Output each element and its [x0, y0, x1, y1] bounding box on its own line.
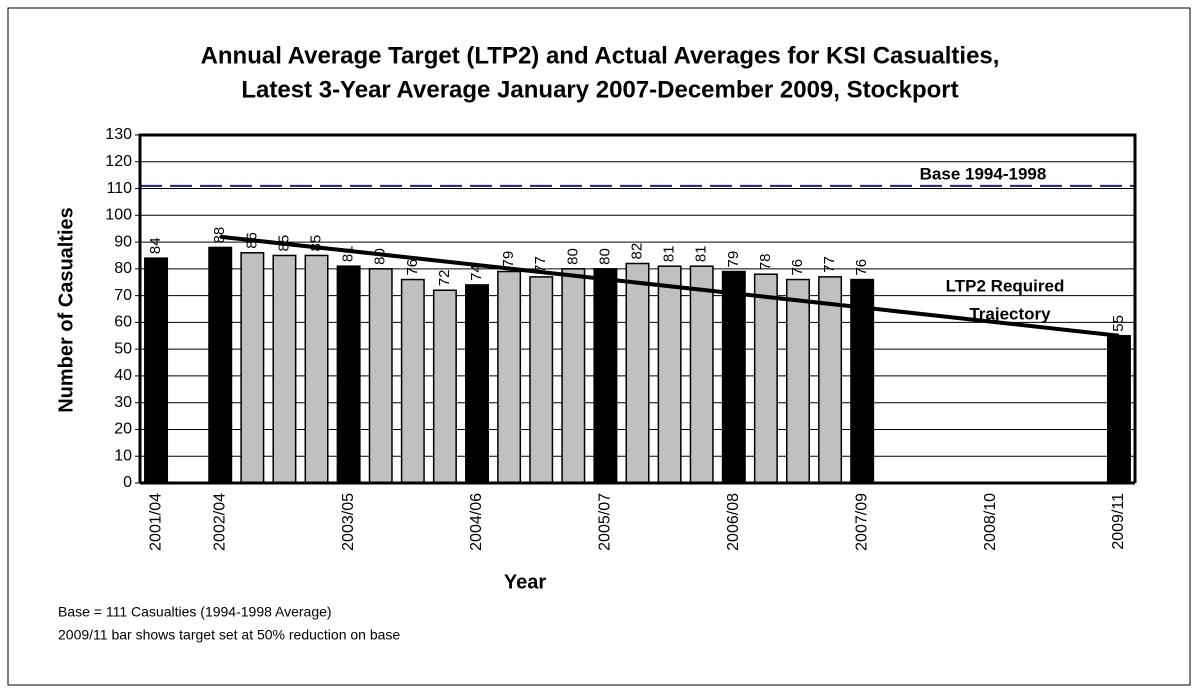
- value-label: 76: [789, 259, 806, 276]
- bar: [561, 268, 586, 484]
- trajectory-line: [220, 234, 1120, 338]
- bar: [753, 273, 778, 484]
- base-label: Base 1994-1998: [920, 164, 1047, 183]
- x-tick-label: 2003/05: [340, 493, 357, 551]
- value-label: 80: [564, 248, 581, 265]
- value-label: 76: [404, 259, 421, 276]
- y-tick-label: 130: [105, 126, 132, 143]
- y-tick-label: 90: [114, 233, 132, 250]
- y-tick-label: 110: [106, 180, 132, 197]
- footnote: 2009/11 bar shows target set at 50% redu…: [58, 627, 400, 643]
- x-axis-title: Year: [504, 571, 546, 593]
- chart-title: Annual Average Target (LTP2) and Actual …: [201, 42, 1000, 69]
- y-tick-label: 10: [114, 447, 132, 464]
- y-tick-label: 120: [105, 153, 132, 170]
- y-tick-label: 20: [114, 421, 132, 438]
- x-tick-label: 2001/04: [147, 493, 164, 551]
- trajectory-label: LTP2 Required: [946, 276, 1065, 295]
- value-label: 74: [468, 264, 485, 281]
- value-label: 79: [725, 251, 742, 268]
- y-tick-label: 30: [114, 394, 132, 411]
- bar: [432, 289, 457, 484]
- bar: [368, 268, 393, 484]
- bar: [593, 268, 618, 484]
- x-tick-label: 2006/08: [725, 493, 742, 551]
- value-label: 81: [693, 245, 710, 262]
- y-tick-label: 70: [114, 287, 132, 304]
- bar: [721, 270, 746, 484]
- value-label: 88: [211, 227, 228, 244]
- bar: [336, 265, 361, 484]
- bar: [818, 276, 843, 484]
- bar: [304, 254, 329, 484]
- value-label: 81: [340, 245, 357, 262]
- bar: [240, 252, 265, 484]
- y-tick-label: 100: [105, 207, 132, 224]
- bar: [497, 270, 522, 484]
- bar: [657, 265, 682, 484]
- bar: [465, 284, 489, 484]
- bar: [144, 257, 169, 484]
- value-label: 72: [436, 270, 453, 287]
- y-tick-label: 40: [114, 367, 132, 384]
- value-label: 77: [532, 256, 549, 273]
- value-label: 55: [1110, 315, 1127, 332]
- plot-frame: [138, 133, 1137, 483]
- y-tick-label: 0: [123, 474, 132, 491]
- value-label: 81: [661, 245, 678, 262]
- x-tick-label: 2002/04: [211, 493, 228, 551]
- y-axis-title: Number of Casualties: [55, 207, 77, 413]
- y-tick-label: 60: [114, 314, 132, 331]
- chart-title: Latest 3-Year Average January 2007-Decem…: [241, 76, 958, 103]
- x-tick-label: 2008/10: [982, 493, 999, 551]
- bar: [786, 278, 810, 484]
- bar: [689, 265, 714, 484]
- bar: [272, 254, 297, 484]
- x-tick-label: 2005/07: [597, 493, 614, 551]
- value-label: 77: [821, 256, 838, 273]
- bar: [1106, 335, 1131, 484]
- value-label: 79: [500, 251, 517, 268]
- bar: [625, 262, 650, 484]
- footnote: Base = 111 Casualties (1994-1998 Average…: [58, 604, 332, 620]
- x-tick-label: 2007/09: [853, 493, 870, 551]
- y-tick-label: 80: [114, 260, 132, 277]
- value-label: 80: [596, 248, 613, 265]
- x-tick-label: 2009/11: [1110, 493, 1127, 550]
- value-label: 82: [628, 243, 645, 260]
- value-label: 84: [147, 237, 164, 254]
- bar: [208, 246, 233, 484]
- y-tick-label: 50: [114, 340, 132, 357]
- bar: [400, 278, 425, 484]
- x-tick-label: 2004/06: [468, 493, 485, 551]
- value-label: 76: [853, 259, 870, 276]
- value-label: 78: [757, 254, 774, 271]
- bar: [529, 276, 554, 484]
- trajectory-label: Trajectory: [969, 304, 1051, 323]
